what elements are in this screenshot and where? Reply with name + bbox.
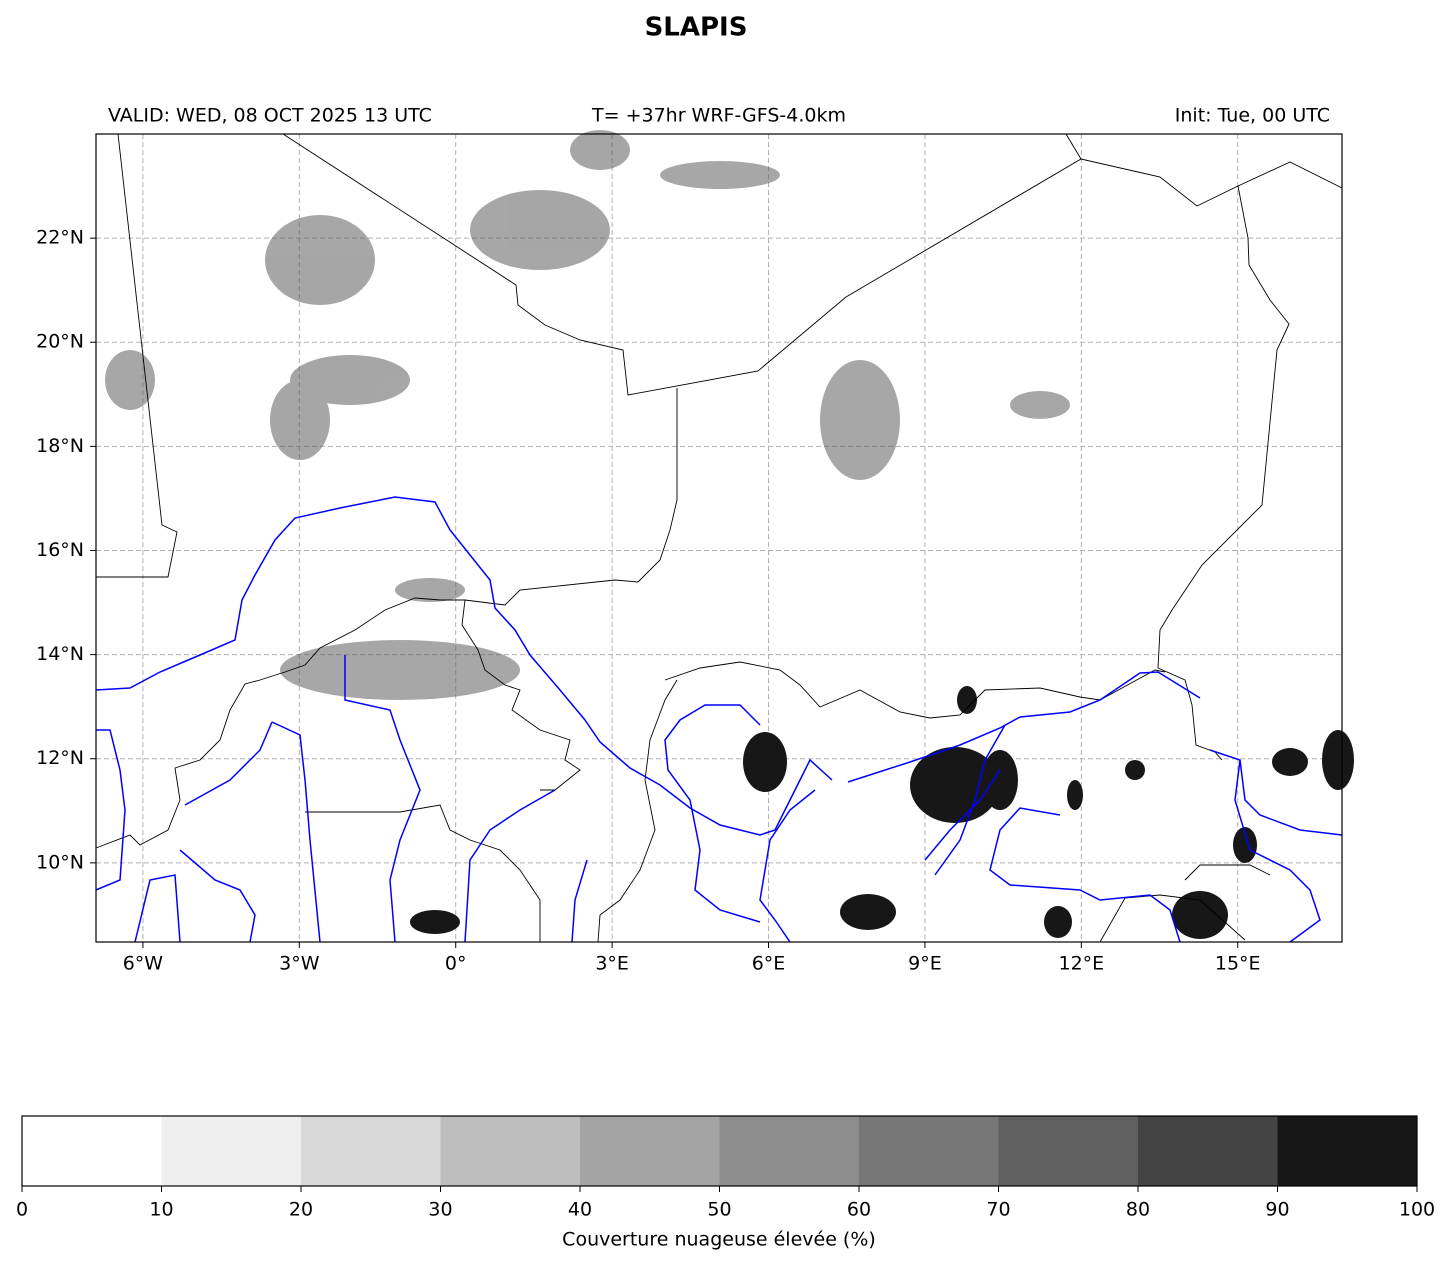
y-tick-label: 12°N: [36, 747, 84, 769]
border: [664, 661, 1166, 719]
cloud: [910, 747, 1000, 823]
x-tick-label: 6°E: [752, 953, 786, 975]
cloud: [470, 190, 610, 270]
river: [934, 724, 1006, 876]
cloud: [1044, 906, 1072, 938]
border: [597, 679, 678, 943]
cloud: [290, 355, 410, 405]
x-tick-label: 3°W: [279, 953, 320, 975]
cloud: [982, 750, 1018, 810]
colorbar-tick-label: 60: [847, 1199, 871, 1221]
colorbar-segment: [440, 1116, 580, 1186]
valid-time: VALID: WED, 08 OCT 2025 13 UTC: [108, 105, 432, 127]
river: [344, 655, 421, 943]
river: [184, 721, 273, 806]
clouds: [410, 686, 1354, 939]
cloud: [395, 578, 465, 602]
river: [759, 789, 816, 943]
colorbar-tick-label: 10: [149, 1199, 173, 1221]
x-tick-label: 12°E: [1058, 953, 1104, 975]
colorbar-tick-label: 80: [1126, 1199, 1150, 1221]
map-frame: [95, 133, 1343, 943]
colorbar-segment: [1138, 1116, 1278, 1186]
cloud: [1125, 760, 1145, 780]
cloud: [1272, 748, 1308, 776]
cloud: [957, 686, 977, 714]
y-tick-label: 14°N: [36, 643, 84, 665]
y-tick-label: 16°N: [36, 539, 84, 561]
border: [305, 804, 541, 942]
x-tick-label: 9°E: [908, 953, 942, 975]
river: [1234, 759, 1321, 943]
cloud: [265, 215, 375, 305]
cloud: [660, 161, 780, 189]
run-info: T= +37hr WRF-GFS-4.0km: [591, 105, 846, 127]
river: [95, 729, 126, 891]
river: [664, 704, 761, 923]
cloud: [840, 894, 896, 930]
border: [96, 133, 178, 578]
river: [571, 859, 588, 943]
y-tick-label: 22°N: [36, 227, 84, 249]
border: [1157, 185, 1290, 761]
border: [282, 133, 1343, 396]
cloud: [1322, 730, 1354, 790]
clouds-light: [105, 130, 1070, 700]
x-tick-label: 3°E: [595, 953, 629, 975]
river: [1209, 749, 1343, 836]
colorbar-tick-label: 0: [16, 1199, 28, 1221]
colorbar-tick-label: 70: [986, 1199, 1010, 1221]
cloud: [1172, 891, 1228, 939]
cloud: [820, 360, 900, 480]
colorbar-segment: [161, 1116, 301, 1186]
cloud: [410, 910, 460, 934]
init-time: Init: Tue, 00 UTC: [1175, 105, 1330, 127]
river: [924, 769, 1001, 861]
river: [179, 849, 256, 943]
colorbar-segment: [859, 1116, 999, 1186]
cloud: [1010, 391, 1070, 419]
x-tick-label: 6°W: [123, 953, 164, 975]
x-tick-label: 15°E: [1215, 953, 1261, 975]
colorbar-segment: [301, 1116, 441, 1186]
borders: [95, 133, 1343, 943]
cloud: [570, 130, 630, 170]
colorbar-segment: [22, 1116, 162, 1186]
river: [271, 721, 321, 943]
cloud: [1067, 780, 1083, 810]
cloud: [1233, 827, 1257, 863]
border: [1099, 894, 1246, 943]
border: [461, 599, 581, 791]
colorbar: [22, 1116, 1417, 1186]
cloud: [280, 640, 520, 700]
colorbar-segment: [580, 1116, 720, 1186]
y-tick-label: 20°N: [36, 331, 84, 353]
river: [95, 496, 833, 836]
colorbar-tick-label: 100: [1399, 1199, 1435, 1221]
river: [847, 671, 1201, 783]
colorbar-tick-label: 50: [707, 1199, 731, 1221]
colorbar-tick-label: 30: [428, 1199, 452, 1221]
river: [134, 874, 181, 943]
colorbar-label: Couverture nuageuse élevée (%): [562, 1229, 876, 1251]
title: SLAPIS: [645, 13, 748, 43]
river: [989, 807, 1181, 943]
colorbar-segment: [719, 1116, 859, 1186]
colorbar-segment: [1277, 1116, 1417, 1186]
y-tick-label: 10°N: [36, 851, 84, 873]
colorbar-tick-label: 90: [1265, 1199, 1289, 1221]
border: [1184, 864, 1271, 881]
colorbar-tick-label: 40: [568, 1199, 592, 1221]
colorbar-tick-label: 20: [289, 1199, 313, 1221]
rivers: [95, 496, 1343, 943]
cloud: [105, 350, 155, 410]
river: [464, 789, 556, 943]
border: [1065, 133, 1082, 160]
cloud: [743, 732, 787, 792]
y-tick-label: 18°N: [36, 435, 84, 457]
x-tick-label: 0°: [445, 953, 467, 975]
colorbar-segment: [998, 1116, 1138, 1186]
border: [95, 388, 678, 849]
